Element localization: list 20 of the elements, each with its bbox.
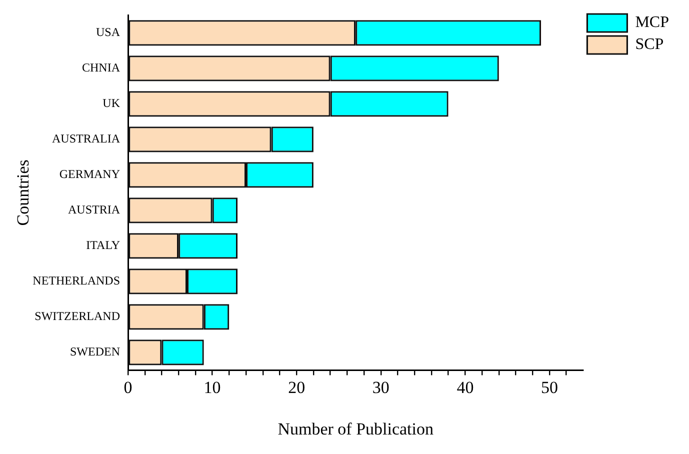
x-tick-label: 50 [540,378,558,397]
y-tick-label: AUSTRALIA [52,132,120,146]
y-tick-label: ITALY [86,238,120,252]
x-tick-label: 20 [288,378,306,397]
y-tick-label: NETHERLANDS [32,274,120,288]
y-tick-label: SWITZERLAND [34,309,120,324]
x-tick-label: 10 [204,378,221,397]
y-tick-label: UK [102,96,120,110]
x-tick-label: 40 [456,378,474,397]
legend-label: MCP [635,14,670,32]
legend-label: SCP [635,36,664,54]
y-tick-label: USA [96,25,120,40]
x-tick-label: 0 [124,378,132,397]
y-tick-label: CHNIA [82,60,120,75]
x-tick-label: 30 [372,378,390,397]
y-axis-title: Countries [14,160,33,226]
y-tick-label: SWEDEN [70,344,120,359]
y-tick-label: AUSTRIA [68,202,120,217]
y-tick-label: GERMANY [59,167,120,182]
x-axis-title: Number of Publication [278,419,434,438]
